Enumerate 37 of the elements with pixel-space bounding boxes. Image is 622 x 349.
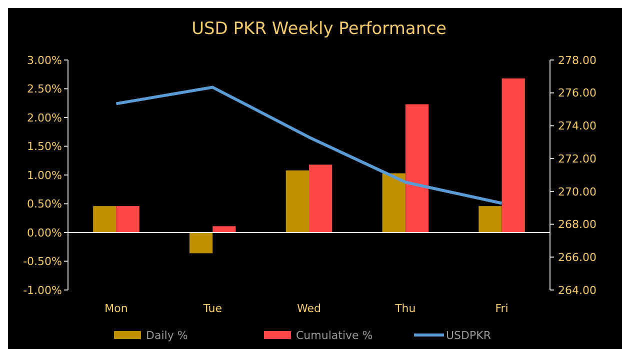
y-tick-label: -1.00% (23, 284, 62, 297)
y2-tick-label: 270.00 (558, 185, 596, 198)
chart-title: USD PKR Weekly Performance (192, 19, 446, 39)
y2-tick-label: 264.00 (558, 284, 596, 297)
bar (189, 232, 213, 254)
bar (478, 206, 502, 232)
y-tick-label: 1.50% (27, 140, 62, 154)
y2-tick-label: 268.00 (558, 218, 596, 232)
bar (93, 206, 116, 232)
y-tick-label: 0.50% (27, 198, 62, 211)
bar (382, 173, 406, 232)
legend-label: Daily % (146, 328, 188, 342)
y2-tick-label: 274.00 (558, 120, 596, 133)
y-tick-label: 1.00% (27, 168, 62, 182)
y-tick-label: 2.50% (27, 82, 62, 96)
y2-tick-label: 278.00 (558, 54, 596, 67)
x-tick-label: Wed (297, 302, 321, 315)
x-tick-label: Tue (202, 302, 222, 315)
x-tick-label: Mon (104, 302, 128, 315)
bar (309, 164, 332, 232)
y-tick-label: 0.00% (27, 226, 62, 240)
bar (502, 78, 525, 232)
y2-tick-label: 266.00 (558, 250, 596, 264)
legend-label: Cumulative % (296, 328, 373, 342)
y-tick-label: 3.00% (27, 54, 62, 67)
x-tick-label: Fri (495, 302, 508, 315)
y2-tick-label: 276.00 (558, 86, 596, 100)
x-tick-label: Thu (394, 302, 416, 315)
legend-label: USDPKR (446, 328, 492, 342)
y2-tick-label: 272.00 (558, 152, 596, 166)
bar (286, 170, 309, 232)
y-tick-label: 2.00% (27, 111, 62, 124)
bar (116, 206, 140, 232)
bar (212, 226, 236, 232)
line-series (114, 86, 504, 205)
bar (405, 104, 429, 232)
y-tick-label: -0.50% (23, 255, 62, 268)
